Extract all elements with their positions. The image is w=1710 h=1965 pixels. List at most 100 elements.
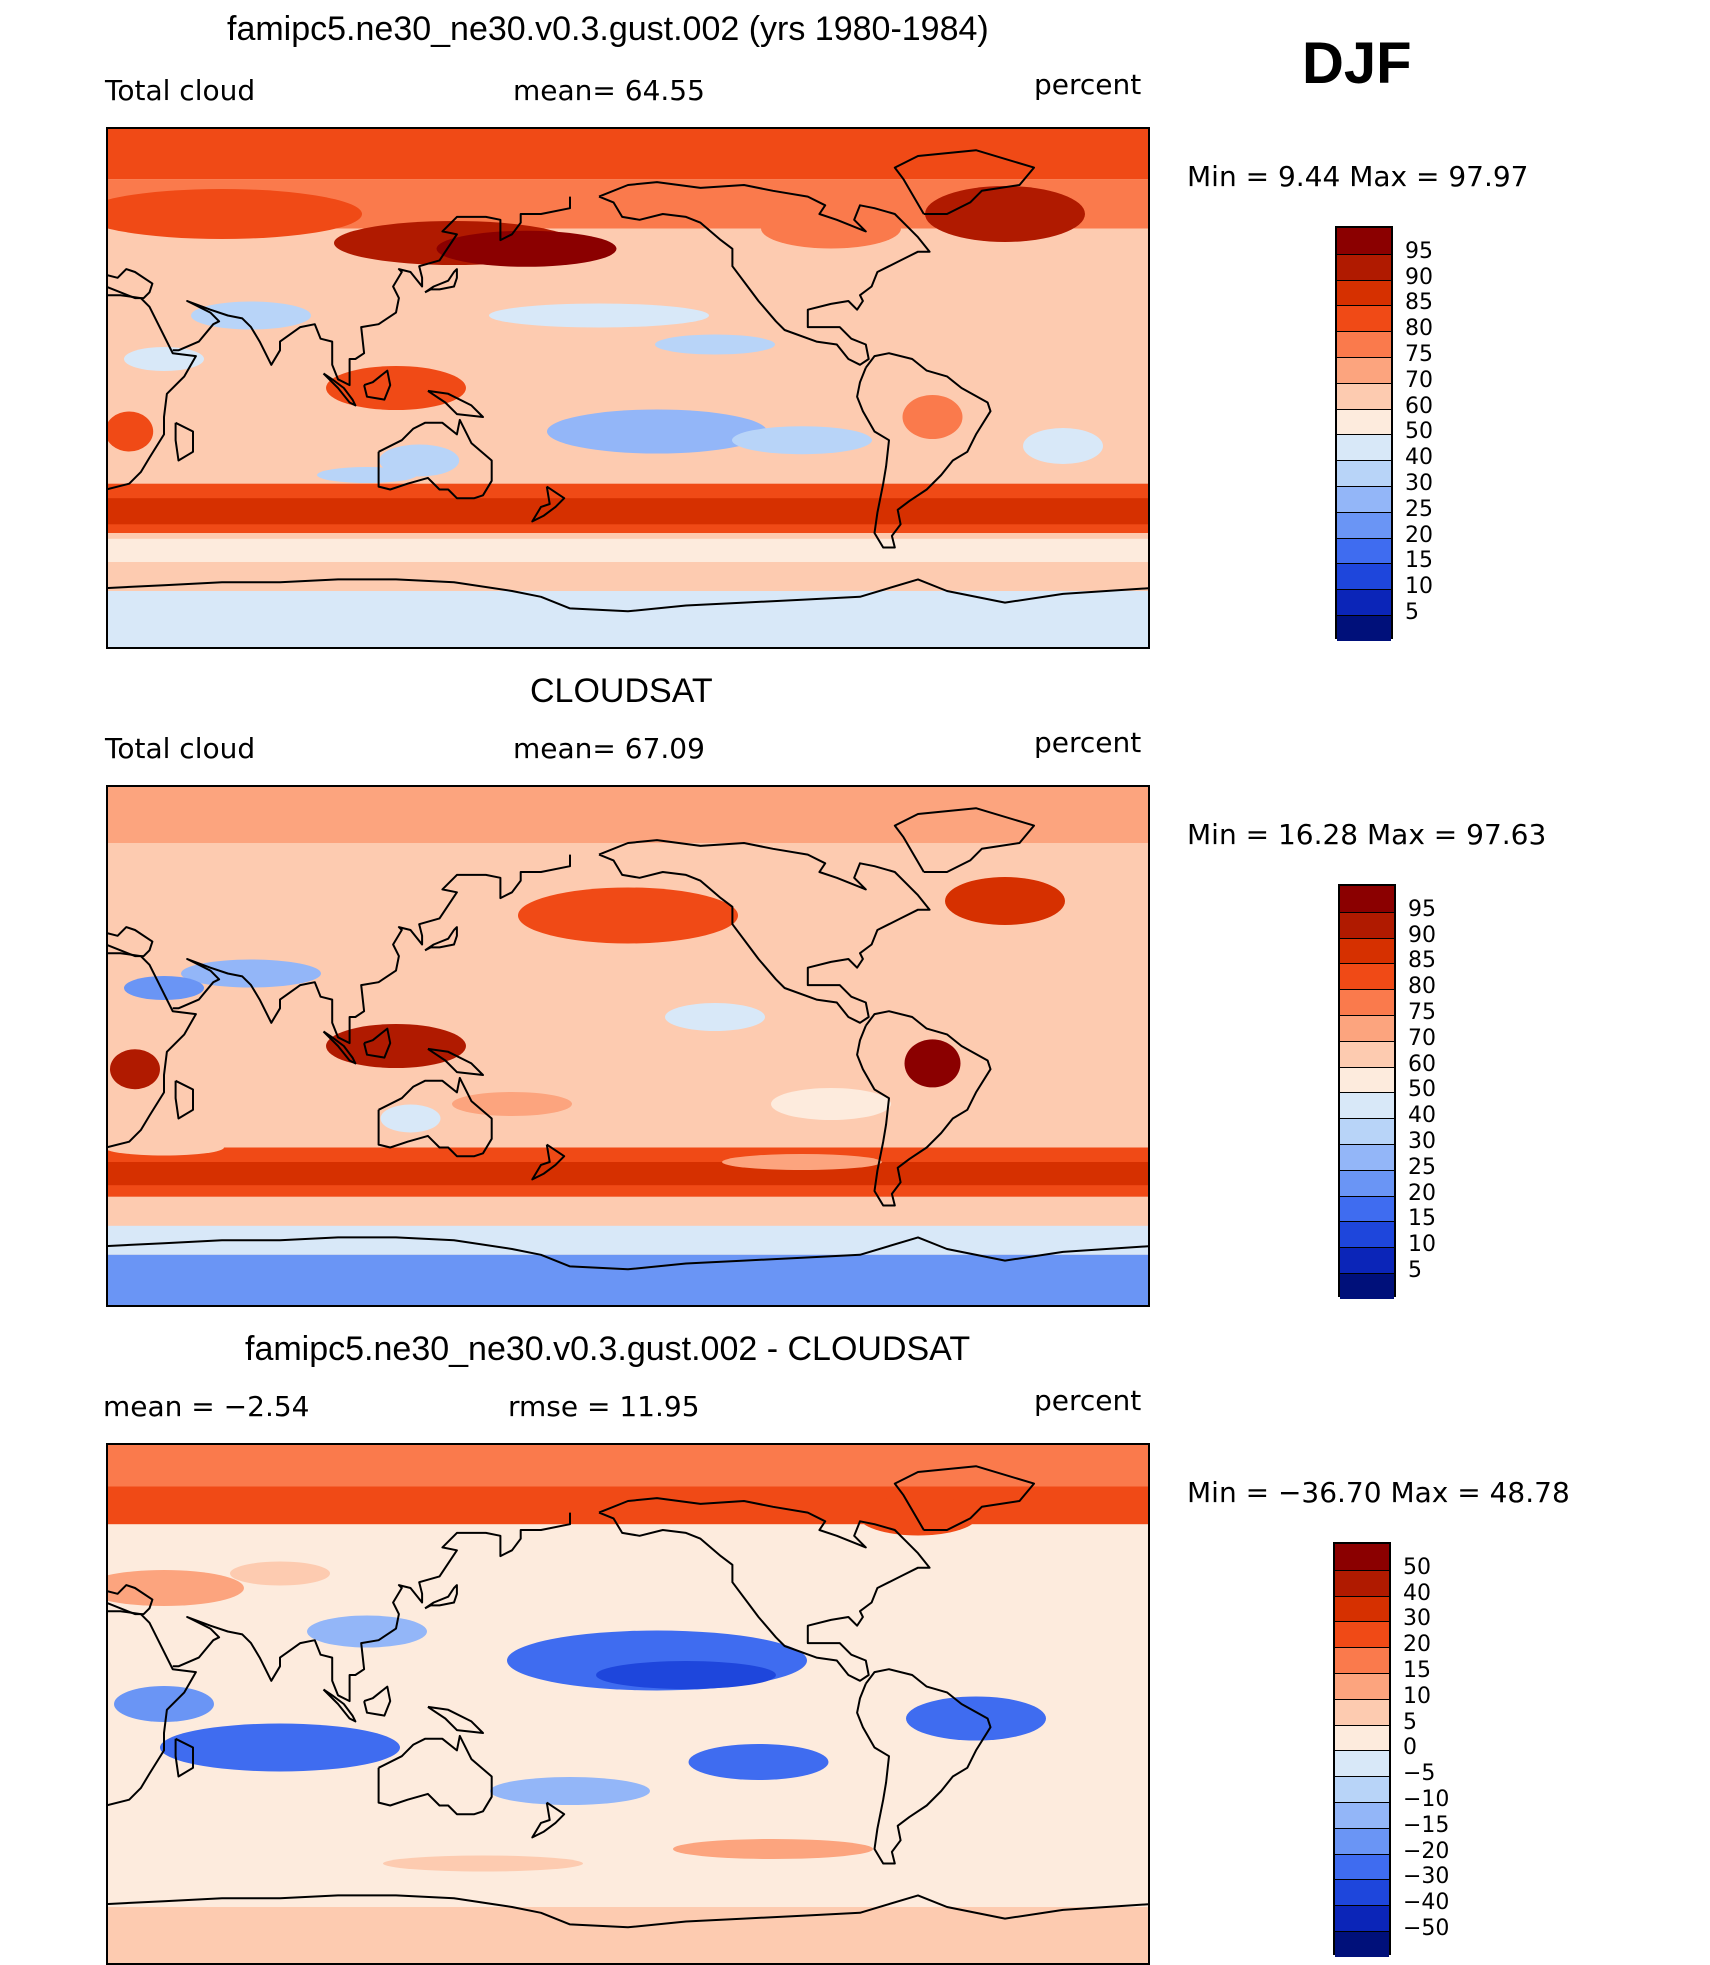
coastline-antarctica bbox=[106, 1236, 1150, 1271]
colorbar-tick-label: 30 bbox=[1408, 1129, 1436, 1154]
coastline-sumatra bbox=[322, 1030, 357, 1065]
panel-1-left-label: Total cloud bbox=[105, 74, 256, 107]
colorbar-swatch bbox=[1337, 382, 1391, 409]
colorbar-swatch bbox=[1340, 1015, 1394, 1041]
latitude-band bbox=[106, 591, 1150, 649]
latitude-band bbox=[106, 1907, 1150, 1965]
field-contour bbox=[925, 186, 1085, 242]
colorbar-tick-label: −30 bbox=[1403, 1864, 1450, 1890]
colorbar-tick-label: 50 bbox=[1405, 419, 1433, 445]
latitude-band bbox=[106, 127, 1150, 180]
colorbar-swatch bbox=[1337, 537, 1391, 564]
colorbar-swatch bbox=[1340, 911, 1394, 938]
coastline-new-zealand bbox=[531, 1143, 566, 1181]
latitude-band bbox=[106, 785, 1150, 843]
colorbar-tick-label: 20 bbox=[1408, 1180, 1436, 1206]
coastline-borneo bbox=[363, 1685, 392, 1717]
panel-1-title: famipc5.ne30_ne30.v0.3.gust.002 (yrs 198… bbox=[227, 10, 989, 48]
panel-2-map bbox=[106, 785, 1150, 1307]
colorbar-swatch bbox=[1340, 1247, 1394, 1273]
colorbar-swatch bbox=[1335, 1544, 1389, 1570]
colorbar-swatch bbox=[1340, 963, 1394, 990]
colorbar-swatch bbox=[1337, 460, 1391, 486]
colorbar-tick-label: −40 bbox=[1403, 1890, 1450, 1916]
coastline-south-america bbox=[856, 352, 992, 549]
coastline-borneo bbox=[363, 1027, 392, 1059]
colorbar-swatch bbox=[1340, 1118, 1394, 1144]
colorbar-swatch bbox=[1335, 1724, 1389, 1751]
colorbar-swatch bbox=[1340, 1221, 1394, 1248]
field-contour bbox=[106, 189, 362, 239]
colorbar-swatch bbox=[1340, 989, 1394, 1015]
coastline-antarctica bbox=[106, 1894, 1150, 1929]
colorbar-tick-label: 15 bbox=[1405, 548, 1433, 574]
field-contour bbox=[191, 301, 311, 330]
colorbar-swatch bbox=[1337, 305, 1391, 332]
colorbar-tick-label: 50 bbox=[1403, 1554, 1431, 1580]
colorbar-swatch bbox=[1337, 408, 1391, 435]
coastline-north-america bbox=[598, 1497, 931, 1682]
field-contour bbox=[547, 409, 767, 454]
coastline-australia bbox=[377, 418, 493, 500]
map-2-frame bbox=[106, 785, 1150, 1307]
latitude-band bbox=[106, 1863, 1150, 1907]
colorbar-swatch bbox=[1337, 279, 1391, 306]
colorbar-2-swatches bbox=[1338, 884, 1396, 1299]
coastline-borneo bbox=[363, 369, 392, 401]
colorbar-swatch bbox=[1335, 1698, 1389, 1725]
field-contour bbox=[518, 887, 738, 944]
colorbar-tick-label: 30 bbox=[1405, 471, 1433, 496]
colorbar-tick-label: 85 bbox=[1408, 948, 1436, 974]
panel-3-title: famipc5.ne30_ne30.v0.3.gust.002 - CLOUDS… bbox=[245, 1330, 971, 1368]
colorbar-tick-label: 40 bbox=[1403, 1580, 1431, 1606]
colorbar-tick-label: −5 bbox=[1403, 1761, 1436, 1787]
colorbar-tick-label: 75 bbox=[1405, 342, 1433, 367]
colorbar-tick-label: 95 bbox=[1405, 238, 1433, 264]
colorbar-swatch bbox=[1337, 253, 1391, 280]
coastline-australia bbox=[377, 1076, 493, 1158]
colorbar-3-swatches bbox=[1333, 1542, 1391, 1957]
map-1-frame bbox=[106, 127, 1150, 649]
coastline-antarctica bbox=[106, 578, 1150, 613]
coastline-new-guinea bbox=[427, 1047, 484, 1076]
colorbar-swatch bbox=[1340, 1092, 1394, 1119]
field-contour bbox=[945, 877, 1065, 925]
panel-2-title: CLOUDSAT bbox=[530, 672, 713, 710]
field-contour bbox=[1023, 428, 1103, 464]
colorbar-tick-label: 0 bbox=[1403, 1735, 1417, 1761]
panel-2-left-label: Total cloud bbox=[105, 732, 256, 765]
latitude-band bbox=[106, 1254, 1150, 1307]
panel-3-right-label: percent bbox=[1034, 1384, 1142, 1417]
colorbar-1-swatches bbox=[1335, 226, 1393, 641]
colorbar-tick-label: 10 bbox=[1403, 1683, 1431, 1709]
colorbar-swatch bbox=[1335, 1827, 1389, 1854]
colorbar-swatch bbox=[1335, 1569, 1389, 1596]
panel-1-right-label: percent bbox=[1034, 68, 1142, 101]
colorbar-swatch bbox=[1337, 563, 1391, 590]
panel-1-colorbar: 95 90 85 80 75 70 60 50 40 30 25 20 15 10 5 bbox=[1335, 226, 1455, 641]
colorbar-tick-label: −10 bbox=[1403, 1787, 1450, 1812]
coastline-africa-east bbox=[106, 1610, 197, 1807]
panel-3-center-label: rmse = 11.95 bbox=[508, 1390, 700, 1423]
field-contour bbox=[761, 208, 901, 249]
colorbar-swatch bbox=[1335, 1647, 1389, 1673]
colorbar-tick-label: 80 bbox=[1408, 974, 1436, 1000]
colorbar-swatch bbox=[1340, 1169, 1394, 1196]
colorbar-tick-label: 25 bbox=[1408, 1154, 1436, 1180]
field-contour bbox=[673, 1839, 873, 1859]
field-contour bbox=[452, 1092, 572, 1116]
coastline-greenland bbox=[893, 807, 1035, 873]
field-contour bbox=[490, 1777, 650, 1805]
colorbar-swatch bbox=[1340, 1195, 1394, 1222]
colorbar-swatch bbox=[1337, 357, 1391, 383]
field-contour bbox=[124, 976, 204, 1000]
colorbar-tick-label: 70 bbox=[1408, 1025, 1436, 1051]
field-contour bbox=[106, 1139, 224, 1156]
coastline-australia bbox=[377, 1734, 493, 1816]
colorbar-swatch bbox=[1340, 1144, 1394, 1170]
field-contour bbox=[858, 1495, 978, 1536]
colorbar-swatch bbox=[1335, 1931, 1389, 1957]
colorbar-tick-label: −20 bbox=[1403, 1838, 1450, 1864]
field-contour bbox=[688, 1744, 829, 1780]
colorbar-tick-label: 75 bbox=[1408, 1000, 1436, 1025]
